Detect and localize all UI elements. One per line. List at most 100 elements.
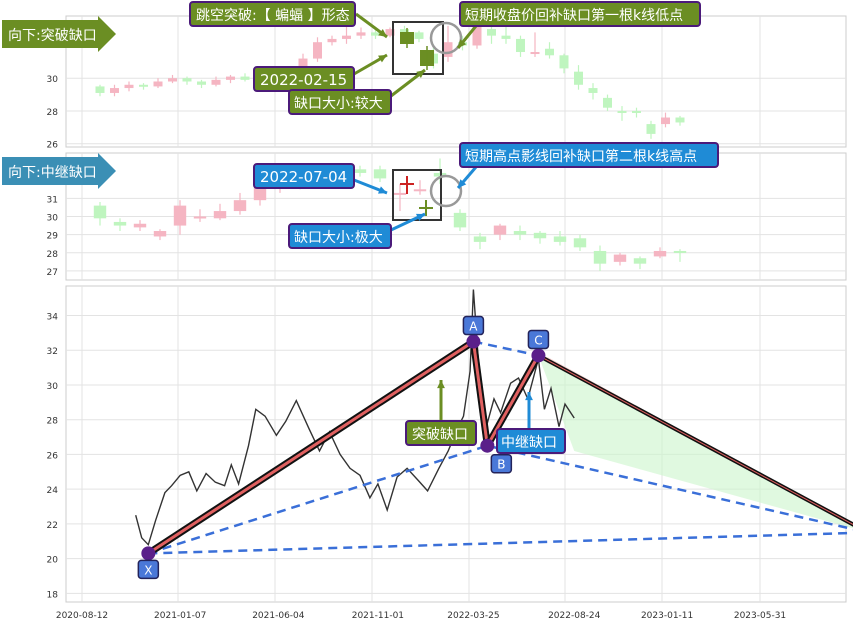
callout-size-1-text: 缺口大小:较大 [294, 96, 383, 112]
panel2-tag: 向下:中继缺口 [2, 153, 116, 189]
ytick-p2-30: 30 [47, 214, 59, 224]
candle-body-p1-5 [168, 78, 177, 82]
point-label-X: X [144, 563, 152, 577]
candle-body-p1-18 [356, 32, 366, 36]
ytick-p1-26: 26 [47, 141, 59, 151]
callout-size-2-text: 缺口大小:极大 [294, 230, 383, 246]
candle-body-p1-33 [574, 71, 583, 85]
candle-body-p1-9 [226, 76, 235, 80]
xtick-2: 2021-06-04 [252, 611, 305, 621]
candle-body-p2-29 [673, 250, 687, 253]
candle-body-p1-0 [95, 86, 105, 93]
point-label-box-C [527, 329, 550, 350]
candle-body-p2-7 [233, 200, 247, 212]
arrow-size-2-head [416, 213, 425, 221]
candle-body-p1-15 [313, 42, 322, 59]
callout-note-1: 短期收盘价回补缺口第一根k线低点 [459, 1, 701, 27]
callout-date-2-text: 2022-07-04 [260, 168, 347, 186]
xtick-1: 2021-01-07 [154, 611, 206, 621]
point-label-box-A [462, 315, 485, 336]
panel1-tag: 向下:突破缺口 [2, 16, 116, 52]
callout-note-2-text: 短期高点影线回补缺口第二根k线高点 [465, 148, 697, 165]
point-marker-X [141, 546, 156, 561]
arrow-note-2-head [458, 179, 467, 188]
candle-body-p1-28 [501, 35, 511, 39]
candle-body-p2-16 [413, 189, 427, 192]
ytick-p1-28: 28 [47, 108, 59, 118]
candle-body-p2-22 [533, 232, 547, 239]
ytick-p1-30: 30 [47, 75, 59, 85]
callout-size-2: 缺口大小:极大 [288, 223, 392, 249]
candle-body-p1-34 [588, 88, 598, 93]
callout-pattern-text: 跳空突破:【 蝙蝠 】形态 [196, 8, 350, 24]
candle-body-p1-7 [197, 81, 206, 85]
ytick-p3-24: 24 [47, 486, 59, 496]
callout-note-2: 短期高点影线回补缺口第二根k线高点 [459, 142, 719, 168]
candle-body-p1-27 [487, 29, 496, 36]
callout-date-1-text: 2022-02-15 [260, 71, 347, 89]
candle-body-p1-21 [400, 29, 409, 33]
candle-body-p2-21 [513, 231, 527, 235]
candle-body-p1-35 [603, 97, 612, 108]
candle-body-p1-20 [385, 29, 395, 36]
candle-body-p2-4 [173, 205, 187, 226]
ytick-p3-26: 26 [47, 451, 59, 461]
candle-body-p2-6 [213, 211, 227, 219]
arrow-size-1-head [416, 70, 425, 79]
candle-body-p1-40 [675, 117, 685, 123]
callout-size-1: 缺口大小:较大 [288, 89, 392, 115]
ytick-p3-32: 32 [47, 347, 58, 357]
ytick-p3-34: 34 [47, 313, 59, 323]
ytick-p2-31: 31 [47, 195, 58, 205]
candle-body-p1-8 [211, 79, 221, 85]
candle-body-p2-13 [353, 169, 367, 173]
candle-body-p1-4 [153, 81, 163, 87]
label-relay: 中继缺口 [496, 428, 566, 454]
ytick-p2-28: 28 [47, 250, 59, 260]
ytick-p3-22: 22 [47, 521, 58, 531]
xtick-3: 2021-11-01 [352, 611, 404, 621]
candle-body-p2-1 [113, 221, 127, 226]
axis-label-layer: 26 28 30 27 28 29 30 31 18 20 22 24 26 28 30 32 34 2020-0… [47, 75, 787, 621]
candle-body-p1-36 [617, 110, 627, 113]
candle-body-p2-8 [253, 187, 267, 201]
candle-body-p1-32 [559, 55, 569, 69]
leg-CD [538, 355, 853, 525]
arrow-breakout-head [437, 380, 445, 389]
xtick-4: 2022-03-25 [447, 611, 499, 621]
point-label-box-B [490, 453, 513, 474]
gap-circle-1 [429, 21, 463, 55]
callout-pattern: 跳空突破:【 蝙蝠 】形态 [189, 1, 356, 27]
panel2-tag-arrow [2, 153, 116, 189]
candle-body-p1-30 [530, 52, 540, 55]
annotation-layer: XABCD [137, 12, 550, 580]
dash-BD [487, 444, 853, 531]
candle-body-p2-20 [493, 225, 507, 235]
label-relay-text: 中继缺口 [501, 435, 557, 451]
grid-layer [65, 15, 847, 603]
arrow-pattern-head [378, 29, 387, 37]
candle-body-p1-10 [240, 76, 250, 80]
ytick-p3-20: 20 [47, 556, 59, 566]
arrow-note-1-head [458, 39, 467, 48]
panel1-tag-text: 向下:突破缺口 [8, 28, 97, 44]
candle-body-p1-31 [545, 48, 554, 56]
ytick-p3-18: 18 [47, 590, 59, 600]
candle-body-p2-25 [593, 250, 607, 264]
dash-XD [148, 531, 853, 555]
callout-date-1: 2022-02-15 [253, 66, 355, 92]
ytick-p2-27: 27 [47, 268, 58, 278]
candle-body-p2-23 [553, 236, 567, 242]
candle-body-p1-37 [632, 110, 641, 113]
xtick-6: 2023-01-11 [641, 611, 693, 621]
candle-body-p2-27 [633, 258, 647, 264]
ytick-p2-29: 29 [47, 232, 59, 242]
candle-body-p2-0 [93, 205, 107, 219]
gap-box-2 [392, 169, 442, 221]
candle-body-p1-6 [182, 78, 192, 82]
point-marker-B [480, 438, 495, 453]
candle-body-p1-22 [414, 32, 424, 39]
candle-body-p1-38 [646, 124, 656, 134]
